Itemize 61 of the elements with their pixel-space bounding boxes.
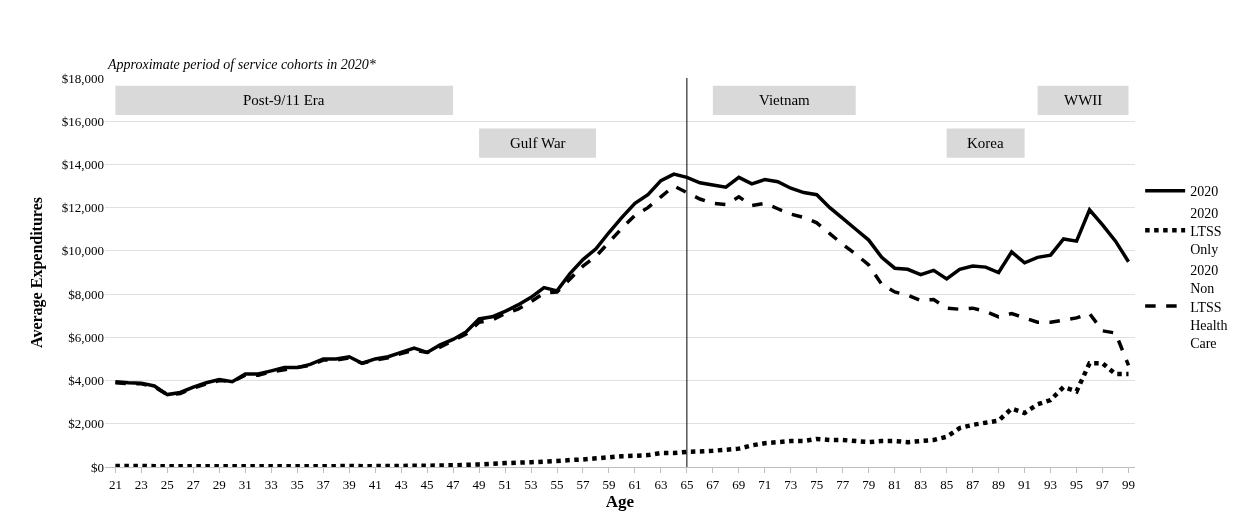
x-tick-label: 89	[992, 476, 1006, 492]
text: Approximate period of service cohorts in 2020*	[107, 57, 376, 72]
x-tick-label: 77	[836, 476, 850, 492]
x-tick-label: 85	[940, 476, 954, 492]
y-tick-label: $6,000	[68, 329, 104, 345]
x-tick-label: 49	[472, 476, 486, 492]
legend-label: 2020 LTSS Only	[1190, 205, 1222, 257]
x-tick-label: 63	[654, 476, 668, 492]
x-tick-label: 23	[134, 476, 148, 492]
y-tick-label: $18,000	[61, 70, 104, 86]
x-tick-label: 79	[862, 476, 876, 492]
x-tick-label: 81	[888, 476, 902, 492]
y-tick-label: $16,000	[61, 113, 104, 129]
x-tick-label: 41	[368, 476, 382, 492]
x-tick-label: 35	[290, 476, 304, 492]
x-axis-title: Age	[605, 492, 635, 511]
band-label: WWII	[1064, 92, 1103, 108]
x-tick-label: 75	[810, 476, 824, 492]
x-tick-label: 33	[264, 476, 278, 492]
y-tick-label: $12,000	[61, 200, 104, 216]
legend-label: 2020 Non LTSS Health Care	[1190, 263, 1228, 351]
x-tick-label: 21	[108, 476, 122, 492]
x-tick-label: 47	[446, 476, 461, 492]
x-tick-label: 65	[680, 476, 694, 492]
x-tick-label: 91	[1018, 476, 1032, 492]
y-tick-label: $8,000	[68, 286, 104, 302]
x-tick-label: 53	[524, 476, 538, 492]
x-tick-label: 87	[966, 476, 980, 492]
y-tick-label: $14,000	[61, 156, 104, 172]
x-tick-label: 45	[420, 476, 434, 492]
y-tick-label: $0	[91, 459, 104, 475]
x-tick-label: 27	[186, 476, 201, 492]
x-tick-label: 55	[550, 476, 564, 492]
x-tick-label: 57	[576, 476, 590, 492]
x-tick-label: 67	[706, 476, 720, 492]
x-tick-label: 37	[316, 476, 331, 492]
x-tick-label: 39	[342, 476, 356, 492]
x-tick-label: 93	[1044, 476, 1058, 492]
x-tick-label: 73	[784, 476, 798, 492]
x-tick-label: 25	[160, 476, 174, 492]
legend-label: 2020	[1190, 184, 1219, 200]
x-tick-label: 83	[914, 476, 928, 492]
x-tick-label: 59	[602, 476, 616, 492]
x-tick-label: 43	[394, 476, 408, 492]
x-tick-label: 31	[238, 476, 252, 492]
x-tick-label: 69	[732, 476, 746, 492]
band-label: Gulf War	[510, 135, 566, 151]
x-tick-label: 99	[1122, 476, 1136, 492]
x-tick-label: 97	[1096, 476, 1110, 492]
y-tick-label: $10,000	[61, 243, 104, 259]
band-label: Vietnam	[759, 92, 811, 108]
band-label: Korea	[967, 135, 1004, 151]
x-tick-label: 71	[758, 476, 772, 492]
band-label: Post-9/11 Era	[243, 92, 325, 108]
x-tick-label: 61	[628, 476, 642, 492]
y-axis-title: Average Expenditures	[27, 197, 46, 348]
y-tick-label: $4,000	[68, 373, 104, 389]
x-tick-label: 29	[212, 476, 226, 492]
x-tick-label: 95	[1070, 476, 1084, 492]
y-tick-label: $2,000	[68, 416, 104, 432]
x-tick-label: 51	[498, 476, 512, 492]
